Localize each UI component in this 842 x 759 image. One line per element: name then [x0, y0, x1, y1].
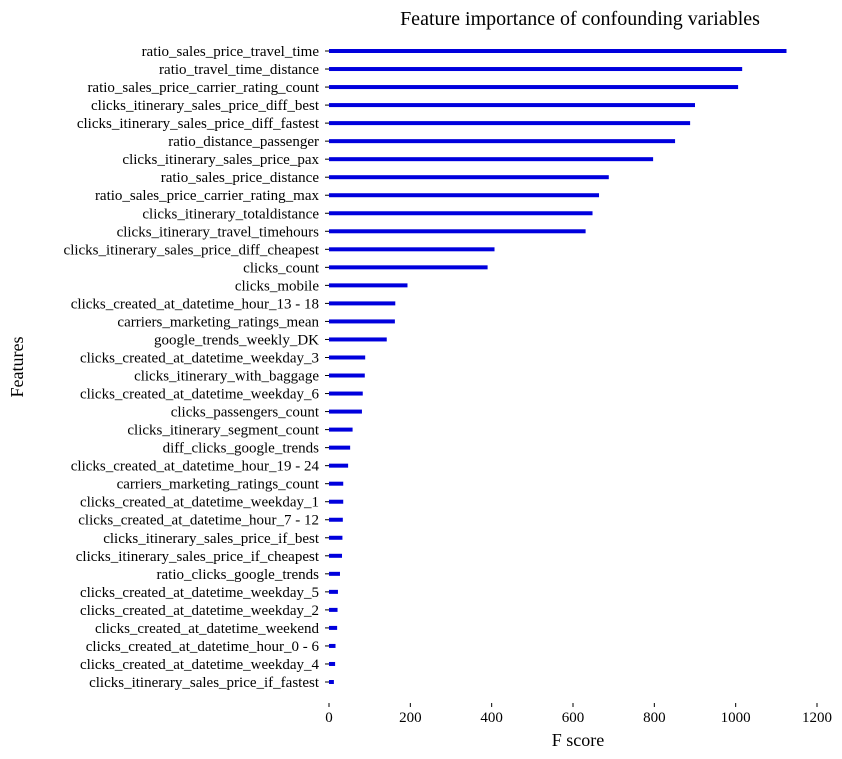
y-tick-label: ratio_sales_price_carrier_rating_max	[95, 188, 320, 204]
y-tick-label: carriers_marketing_ratings_mean	[117, 314, 319, 330]
x-tick-label: 800	[643, 710, 666, 726]
bar	[329, 193, 600, 198]
bar	[329, 427, 353, 432]
y-tick-label: clicks_itinerary_sales_price_if_cheapest	[76, 549, 320, 565]
x-tick-label: 1200	[802, 710, 832, 726]
bar	[329, 643, 336, 648]
y-tick-label: ratio_travel_time_distance	[159, 62, 319, 78]
y-tick-label: clicks_count	[243, 260, 320, 276]
y-tick-label: clicks_itinerary_segment_count	[127, 423, 319, 439]
y-tick-label: clicks_passengers_count	[171, 405, 320, 421]
y-tick-label: google_trends_weekly_DK	[154, 332, 319, 348]
bar	[329, 139, 676, 144]
bar	[329, 175, 609, 180]
bar	[329, 571, 340, 576]
chart-title: Feature importance of confounding variab…	[400, 8, 760, 30]
y-tick-label: diff_clicks_google_trends	[163, 441, 320, 457]
bar	[329, 517, 343, 522]
bar	[329, 121, 691, 126]
bar	[329, 211, 593, 216]
bar	[329, 680, 334, 684]
y-tick-label: clicks_created_at_datetime_weekday_6	[80, 387, 320, 403]
y-tick-label: clicks_created_at_datetime_hour_13 - 18	[71, 296, 319, 312]
bar	[329, 445, 351, 450]
bars	[329, 49, 787, 684]
y-tick-label: ratio_sales_price_distance	[161, 170, 320, 186]
bar	[329, 157, 654, 162]
y-tick-label: clicks_created_at_datetime_weekday_1	[80, 495, 319, 511]
y-tick-label: clicks_itinerary_with_baggage	[134, 369, 319, 385]
bar	[329, 283, 408, 288]
y-tick-label: clicks_itinerary_sales_price_diff_cheape…	[64, 242, 320, 258]
x-axis: 0 200 400 600 800 1000 1200	[325, 703, 832, 726]
y-tick-label: clicks_created_at_datetime_weekend	[95, 621, 320, 637]
bar	[329, 103, 695, 108]
bar	[329, 499, 344, 504]
bar	[329, 373, 365, 378]
x-tick-label: 600	[562, 710, 585, 726]
bar	[329, 553, 343, 558]
y-tick-label: ratio_distance_passenger	[168, 134, 319, 150]
y-tick-label: clicks_itinerary_sales_price_diff_best	[91, 98, 320, 114]
y-tick-label: clicks_itinerary_sales_price_pax	[122, 152, 319, 168]
bar	[329, 355, 366, 360]
bar	[329, 229, 586, 234]
bar	[329, 535, 343, 540]
bar	[329, 661, 336, 666]
y-tick-label: clicks_itinerary_sales_price_if_best	[103, 531, 320, 547]
bar	[329, 463, 349, 468]
bar	[329, 589, 338, 594]
bar	[329, 337, 387, 342]
y-tick-label: ratio_sales_price_carrier_rating_count	[87, 80, 319, 96]
bar	[329, 265, 488, 270]
y-axis: ratio_sales_price_travel_time ratio_trave…	[64, 44, 329, 691]
bar	[329, 625, 338, 630]
y-tick-label: clicks_itinerary_totaldistance	[142, 206, 319, 222]
y-tick-label: carriers_marketing_ratings_count	[117, 477, 320, 493]
y-tick-label: ratio_sales_price_travel_time	[142, 44, 320, 60]
y-tick-label: clicks_created_at_datetime_hour_19 - 24	[71, 459, 320, 475]
y-tick-label: clicks_mobile	[235, 278, 319, 294]
bar	[329, 319, 395, 324]
y-tick-label: clicks_itinerary_sales_price_if_fastest	[89, 675, 320, 691]
y-tick-label: ratio_clicks_google_trends	[157, 567, 320, 583]
bar	[329, 391, 363, 396]
bar	[329, 301, 396, 306]
y-tick-label: clicks_created_at_datetime_hour_0 - 6	[86, 639, 320, 655]
x-tick-label: 200	[399, 710, 422, 726]
y-tick-label: clicks_created_at_datetime_hour_7 - 12	[78, 513, 319, 529]
x-tick-label: 0	[325, 710, 333, 726]
y-tick-label: clicks_itinerary_travel_timehours	[117, 224, 320, 240]
x-tick-label: 1000	[721, 710, 751, 726]
y-tick-label: clicks_created_at_datetime_weekday_5	[80, 585, 319, 601]
bar	[329, 607, 338, 612]
y-axis-label: Features	[7, 337, 27, 398]
y-tick-label: clicks_created_at_datetime_weekday_2	[80, 603, 319, 619]
bar	[329, 85, 739, 90]
bar	[329, 247, 495, 252]
y-tick-label: clicks_itinerary_sales_price_diff_fastes…	[77, 116, 320, 132]
x-tick-label: 400	[480, 710, 503, 726]
bar	[329, 49, 787, 53]
y-tick-label: clicks_created_at_datetime_weekday_4	[80, 657, 320, 673]
y-tick-label: clicks_created_at_datetime_weekday_3	[80, 350, 319, 366]
x-axis-label: F score	[552, 730, 605, 750]
bar	[329, 67, 743, 72]
bar	[329, 481, 344, 486]
bar	[329, 409, 362, 414]
